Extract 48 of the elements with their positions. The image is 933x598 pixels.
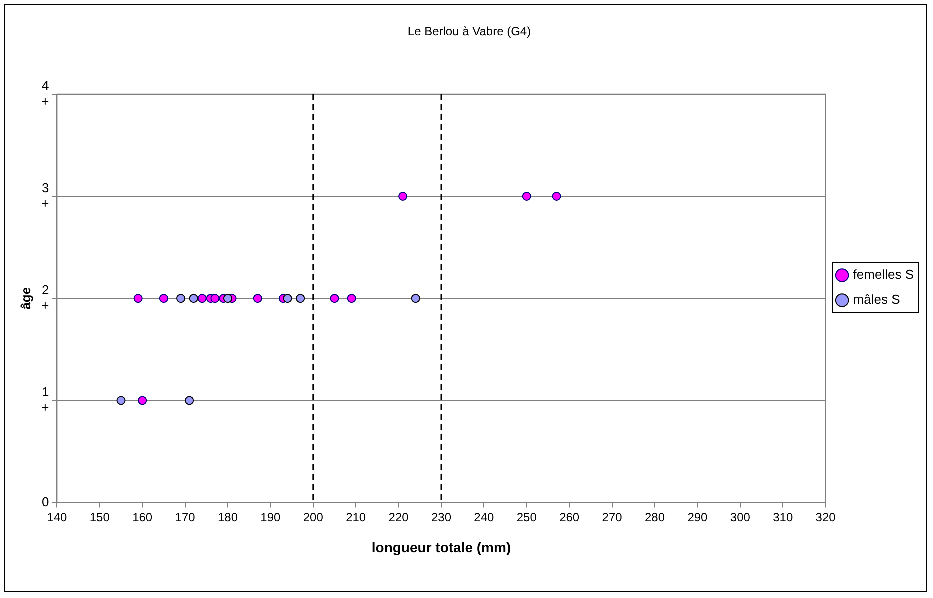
- point: [398, 192, 408, 201]
- point: [134, 294, 143, 304]
- x-tick-label: 170: [175, 510, 196, 524]
- point: [189, 294, 198, 304]
- x-tick-label: 210: [346, 510, 366, 524]
- x-tick-label: 310: [773, 510, 794, 524]
- point: [116, 396, 126, 406]
- x-tick-label: 280: [644, 510, 666, 524]
- x-tick-label: 160: [132, 510, 153, 524]
- x-tick-label: 190: [260, 510, 282, 524]
- point: [552, 192, 562, 201]
- point: [185, 396, 194, 406]
- point: [411, 294, 420, 304]
- x-tick-label: 250: [516, 510, 538, 524]
- point: [159, 294, 168, 304]
- x-tick-label: 150: [90, 510, 110, 524]
- y-tick-label: 2 +: [42, 282, 50, 313]
- x-tick-label: 180: [218, 510, 238, 524]
- point: [223, 294, 232, 304]
- x-tick-label: 260: [560, 510, 580, 524]
- y-tick-label: 3 +: [42, 180, 50, 211]
- x-axis-title: longueur totale (mm): [372, 539, 512, 556]
- point: [296, 294, 306, 304]
- point: [210, 294, 220, 304]
- y-tick-label: 1 +: [42, 384, 50, 416]
- legend-label: mâles S: [853, 292, 901, 308]
- point: [176, 294, 186, 304]
- x-tick-label: 240: [474, 510, 495, 524]
- x-tick-label: 300: [730, 510, 751, 524]
- legend-label: femelles S: [853, 267, 914, 282]
- point: [253, 294, 262, 304]
- x-tick-label: 200: [303, 510, 324, 524]
- x-tick-label: 140: [47, 510, 68, 524]
- x-tick-label: 290: [688, 510, 708, 524]
- y-axis-title: âge: [18, 287, 34, 310]
- chart-title: Le Berlou à Vabre (G4): [408, 24, 532, 39]
- y-tick-label: 0: [42, 494, 50, 510]
- x-tick-label: 320: [816, 510, 836, 524]
- point: [330, 294, 340, 304]
- point: [283, 294, 292, 304]
- x-tick-label: 270: [602, 510, 623, 524]
- x-tick-label: 230: [431, 510, 452, 524]
- point: [138, 396, 148, 406]
- x-tick-label: 220: [388, 510, 410, 524]
- y-tick-label: 4 +: [42, 78, 50, 109]
- point: [522, 192, 532, 201]
- point: [198, 294, 207, 304]
- point: [347, 294, 356, 304]
